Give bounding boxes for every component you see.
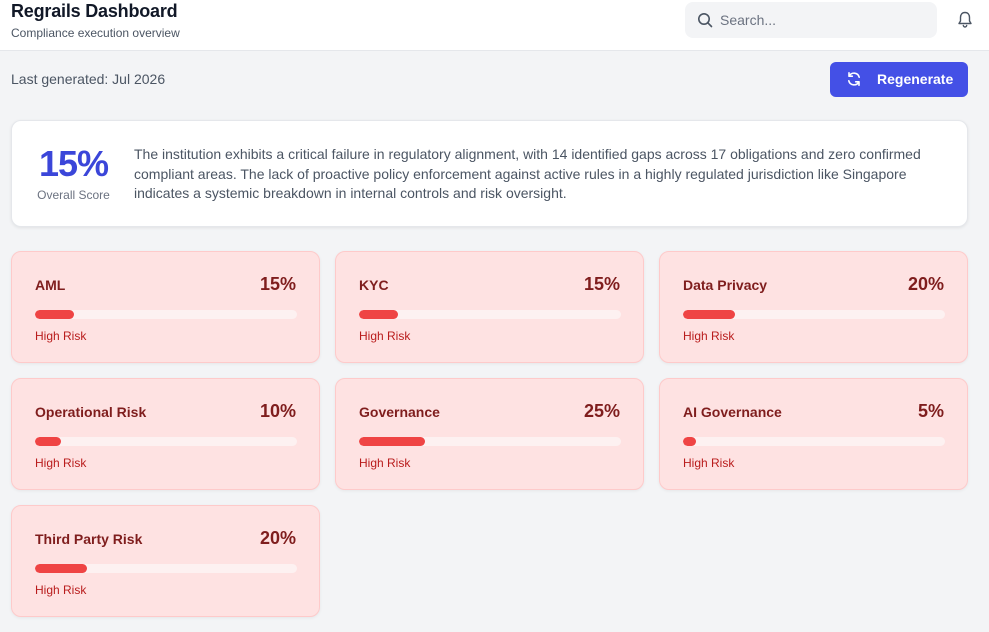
regenerate-label: Regenerate (877, 71, 954, 87)
risk-progress-fill (359, 437, 425, 446)
search-box[interactable] (685, 2, 937, 38)
category-percent: 20% (259, 528, 296, 548)
category-card-governance[interactable]: Governance 25% High Risk (335, 378, 644, 490)
risk-level: High Risk (359, 329, 411, 343)
risk-progress-track (359, 437, 621, 446)
category-card-operational-risk[interactable]: Operational Risk 10% High Risk (11, 378, 320, 490)
category-card-data-privacy[interactable]: Data Privacy 20% High Risk (659, 251, 968, 363)
summary-text: The institution exhibits a critical fail… (134, 146, 921, 201)
category-name: Data Privacy (683, 277, 768, 293)
refresh-icon (848, 71, 860, 86)
overall-score-label: Overall Score (37, 188, 110, 202)
category-percent: 15% (583, 274, 620, 294)
app-subtitle: Compliance execution overview (11, 26, 180, 40)
bell-icon[interactable] (957, 11, 973, 29)
risk-progress-fill (683, 310, 736, 319)
risk-progress-fill (683, 437, 697, 446)
search-input[interactable] (720, 2, 930, 38)
risk-level: High Risk (35, 583, 87, 597)
risk-level: High Risk (35, 456, 87, 470)
overall-score-value: 15% (38, 143, 109, 184)
category-name: Governance (359, 404, 440, 420)
regenerate-button[interactable]: Regenerate (830, 62, 968, 97)
category-card-aml[interactable]: AML 15% High Risk (11, 251, 320, 363)
category-percent: 20% (907, 274, 944, 294)
risk-progress-track (35, 564, 297, 573)
category-name: AML (35, 277, 66, 293)
risk-level: High Risk (683, 456, 735, 470)
risk-progress-track (35, 437, 297, 446)
category-percent: 10% (259, 401, 296, 421)
risk-progress-track (359, 310, 621, 319)
risk-level: High Risk (683, 329, 735, 343)
risk-progress-track (683, 437, 945, 446)
risk-level: High Risk (35, 329, 87, 343)
category-card-ai-governance[interactable]: AI Governance 5% High Risk (659, 378, 968, 490)
category-card-kyc[interactable]: KYC 15% High Risk (335, 251, 644, 363)
risk-level: High Risk (359, 456, 411, 470)
app-title: Regrails Dashboard (11, 1, 178, 21)
category-percent: 15% (259, 274, 296, 294)
risk-progress-fill (35, 310, 75, 319)
category-name: AI Governance (683, 404, 782, 420)
risk-progress-track (35, 310, 297, 319)
overall-summary-card: 15% Overall Score The institution exhibi… (11, 120, 968, 227)
risk-progress-fill (359, 310, 399, 319)
risk-progress-fill (35, 564, 88, 573)
top-header: Regrails Dashboard Compliance execution … (0, 0, 989, 51)
category-name: KYC (359, 277, 389, 293)
category-card-third-party-risk[interactable]: Third Party Risk 20% High Risk (11, 505, 320, 617)
category-name: Operational Risk (35, 404, 147, 420)
last-generated-text: Last generated: Jul 2026 (11, 71, 166, 87)
risk-progress-fill (35, 437, 62, 446)
risk-progress-track (683, 310, 945, 319)
category-percent: 5% (917, 401, 944, 421)
category-name: Third Party Risk (35, 531, 143, 547)
category-percent: 25% (583, 401, 620, 421)
search-icon (698, 13, 713, 28)
